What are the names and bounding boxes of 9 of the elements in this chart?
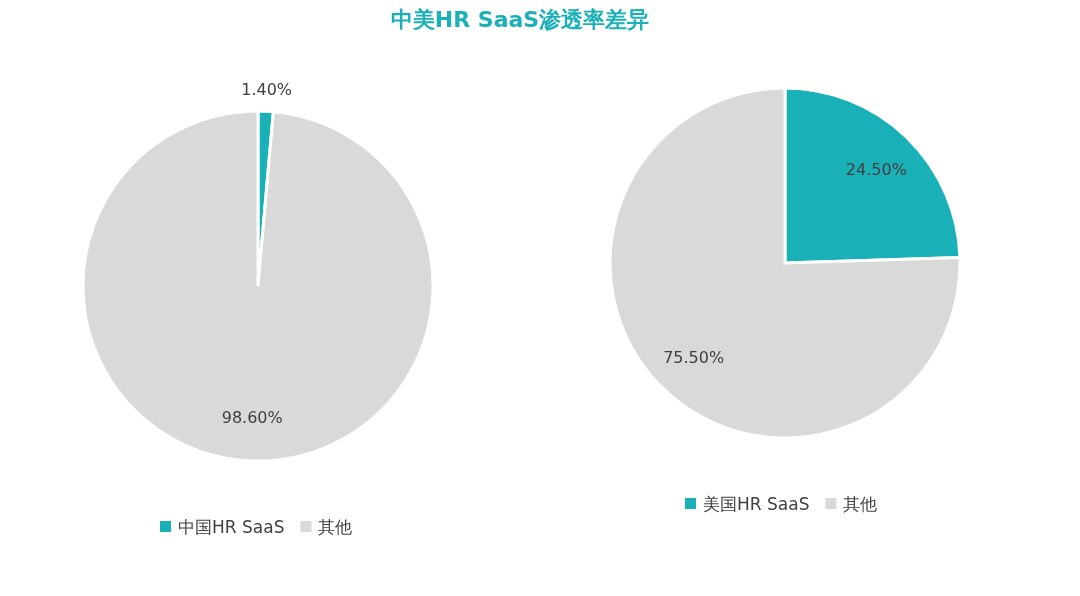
legend-label: 其他 [843,494,878,514]
data-label: 1.40% [241,80,293,100]
data-label: 75.50% [663,348,725,368]
data-label: 24.50% [845,159,907,179]
legend-label: 中国HR SaaS [178,517,285,537]
data-label: 98.60% [221,408,283,428]
legend-label: 美国HR SaaS [703,494,810,514]
legend-label: 其他 [318,517,353,537]
text: 中美HR SaaS渗透率差异 [390,7,650,32]
